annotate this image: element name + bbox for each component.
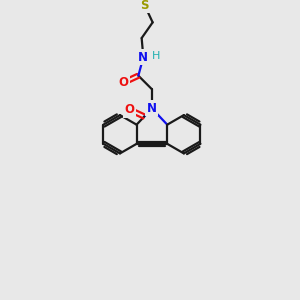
Text: N: N	[138, 51, 148, 64]
Text: S: S	[140, 0, 149, 11]
Text: N: N	[147, 102, 157, 115]
Text: O: O	[118, 76, 128, 89]
Text: H: H	[152, 51, 160, 61]
Text: O: O	[124, 103, 134, 116]
